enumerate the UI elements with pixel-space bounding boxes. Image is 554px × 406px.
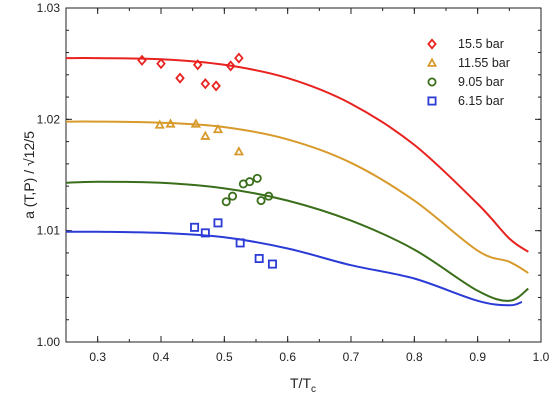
fit-curves: [65, 57, 529, 307]
x-tick-label: 0.8: [406, 350, 423, 364]
data-point-series-2: [228, 191, 238, 201]
data-point-series-1: [165, 118, 176, 128]
legend-label-3: 6.15 bar: [458, 94, 504, 108]
legend-label-2: 9.05 bar: [458, 75, 504, 89]
data-point-series-2: [264, 191, 274, 201]
x-tick-label: 0.9: [469, 350, 486, 364]
legend-marker-3: [427, 96, 437, 106]
x-tick-label: 1.0: [533, 350, 550, 364]
plot-frame: [65, 7, 542, 343]
fit-curve-series-1: [65, 120, 529, 274]
data-point-series-1: [200, 130, 211, 140]
x-tick-label: 0.7: [343, 350, 360, 364]
data-point-series-0: [175, 72, 185, 84]
x-tick-label: 0.5: [216, 350, 233, 364]
y-axis-title: a (T,P) / √12/5: [21, 131, 37, 219]
data-point-series-3: [190, 222, 200, 232]
data-point-series-0: [156, 58, 166, 70]
y-tick-label: 1.01: [37, 224, 61, 238]
y-tick-label: 1.03: [37, 1, 61, 15]
y-tick-label: 1.00: [37, 335, 61, 349]
fit-curve-series-2: [65, 180, 529, 302]
data-point-series-2: [252, 173, 262, 183]
fit-curve-series-3: [65, 230, 523, 307]
legend: 15.5 bar 11.55 bar 9.05 bar 6.15 bar: [426, 37, 510, 108]
x-axis-ticks: 0.3 0.4 0.5 0.6 0.7 0.8 0.9 1.0: [65, 8, 550, 364]
legend-label-0: 15.5 bar: [458, 37, 504, 51]
x-axis-title-main: T/T: [290, 375, 311, 391]
data-point-series-0: [192, 59, 203, 71]
data-point-series-0: [225, 60, 236, 72]
x-axis-title: T/Tc: [290, 375, 316, 395]
data-point-series-1: [233, 146, 245, 156]
data-point-series-0: [211, 80, 221, 92]
data-point-series-2: [245, 177, 255, 187]
x-tick-label: 0.3: [89, 350, 106, 364]
y-axis-ticks: 1.00 1.01 1.02 1.03: [37, 1, 541, 349]
data-points: [137, 52, 277, 269]
data-point-series-0: [234, 52, 244, 64]
data-point-series-2: [221, 197, 231, 207]
legend-label-1: 11.55 bar: [458, 56, 510, 70]
data-point-series-3: [235, 238, 245, 248]
data-point-series-1: [154, 119, 165, 129]
legend-marker-0: [427, 38, 437, 50]
data-point-series-0: [200, 78, 211, 90]
data-point-series-3: [254, 253, 264, 263]
data-point-series-3: [267, 259, 277, 269]
data-point-series-3: [200, 228, 210, 238]
data-point-series-1: [190, 118, 201, 128]
data-point-series-3: [213, 218, 223, 228]
y-tick-label: 1.02: [37, 112, 61, 126]
x-tick-label: 0.4: [153, 350, 170, 364]
x-tick-label: 0.6: [279, 350, 296, 364]
data-point-series-2: [256, 196, 266, 206]
x-axis-title-sub: c: [311, 384, 316, 395]
legend-marker-1: [426, 57, 438, 67]
data-point-series-1: [212, 123, 224, 134]
data-point-series-0: [137, 54, 147, 66]
fit-curve-series-0: [65, 57, 529, 253]
legend-marker-2: [427, 77, 437, 87]
